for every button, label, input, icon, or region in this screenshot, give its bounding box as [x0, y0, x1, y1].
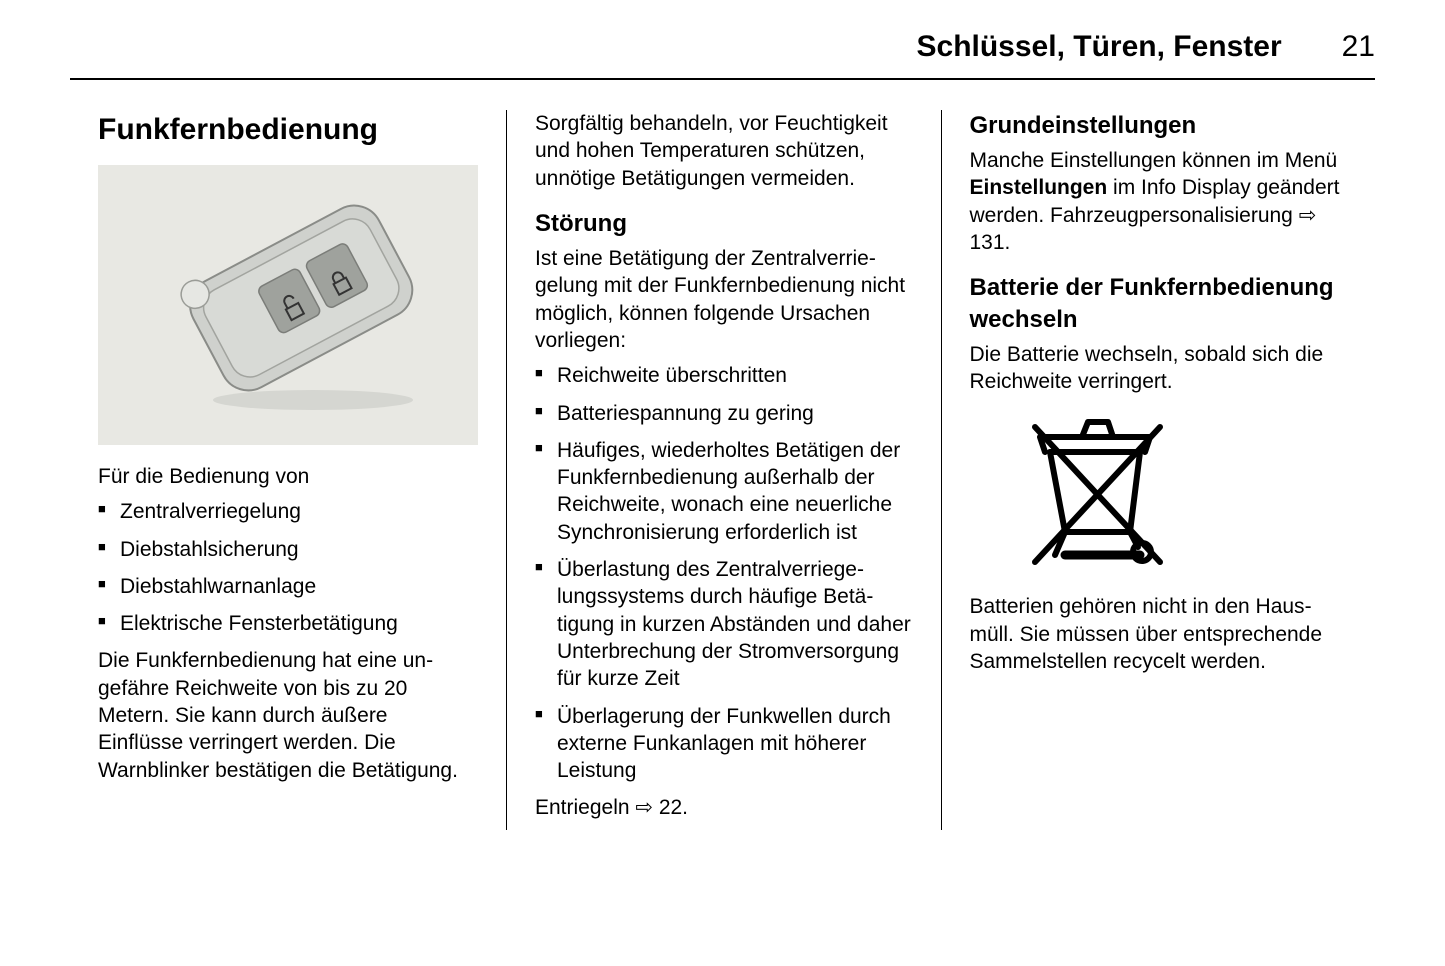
- column-2: Sorgfältig behandeln, vor Feuchtig­keit …: [506, 110, 941, 830]
- column-1: Funkfernbedienung Für die Bedienung von: [70, 110, 506, 830]
- range-paragraph: Die Funkfernbedienung hat eine un­gefähr…: [98, 647, 478, 783]
- list-item: Diebstahlsicherung: [98, 536, 478, 563]
- settings-menu-name: Einstellungen: [970, 176, 1108, 199]
- settings-pre: Manche Einstellungen können im Menü: [970, 149, 1338, 172]
- care-paragraph: Sorgfältig behandeln, vor Feuchtig­keit …: [535, 110, 913, 192]
- intro-text: Für die Bedienung von: [98, 463, 478, 490]
- section-heading: Funkfernbedienung: [98, 110, 478, 149]
- stoerung-intro: Ist eine Betätigung der Zentralverrie­ge…: [535, 245, 913, 354]
- causes-list: Reichweite überschritten Batteriespannun…: [535, 362, 913, 784]
- battery-paragraph: Die Batterie wechseln, sobald sich die R…: [970, 341, 1348, 396]
- subheading-stoerung: Störung: [535, 208, 913, 239]
- list-item: Überlagerung der Funkwellen durch extern…: [535, 703, 913, 785]
- key-fob-illustration: [98, 165, 478, 445]
- settings-paragraph: Manche Einstellungen können im Menü Eins…: [970, 147, 1348, 256]
- list-item: Reichweite überschritten: [535, 362, 913, 389]
- list-item: Überlastung des Zentralverriege­lungssys…: [535, 556, 913, 692]
- column-3: Grundeinstellungen Manche Einstellungen …: [941, 110, 1376, 830]
- list-item: Elektrische Fensterbetätigung: [98, 610, 478, 637]
- list-item: Diebstahlwarnanlage: [98, 573, 478, 600]
- disposal-paragraph: Batterien gehören nicht in den Haus­müll…: [970, 593, 1348, 675]
- functions-list: Zentralverriegelung Diebstahlsicherung D…: [98, 498, 478, 637]
- list-item: Batteriespannung zu gering: [535, 400, 913, 427]
- page-number: 21: [1342, 30, 1375, 64]
- no-disposal-bin-icon: [1010, 407, 1190, 577]
- content-columns: Funkfernbedienung Für die Bedienung von: [70, 110, 1375, 830]
- list-item: Zentralverriegelung: [98, 498, 478, 525]
- key-fob-svg: [128, 190, 448, 420]
- running-head-title: Schlüssel, Türen, Fenster: [917, 30, 1282, 64]
- page-header: Schlüssel, Türen, Fenster 21: [70, 30, 1375, 80]
- list-item: Häufiges, wiederholtes Betätigen der Fun…: [535, 437, 913, 546]
- unlock-reference: Entriegeln ⇨ 22.: [535, 794, 913, 821]
- subheading-grundeinstellungen: Grundeinstellungen: [970, 110, 1348, 141]
- subheading-batterie: Batterie der Funkfernbedienung wechseln: [970, 272, 1348, 334]
